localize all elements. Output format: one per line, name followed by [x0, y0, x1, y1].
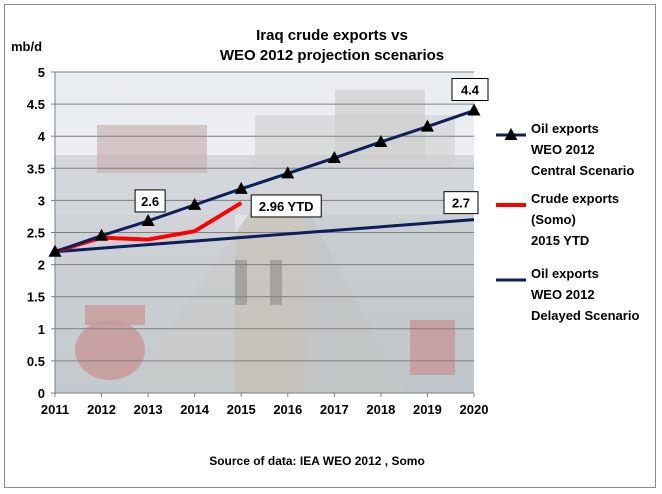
- legend: Oil exports WEO 2012 Central Scenario Crude…: [496, 121, 639, 323]
- x-axis: 2011 2012 2013 2014 2015 2016 2017 2018 2019 2020: [41, 392, 489, 417]
- legend-label: Crude exports: [531, 191, 619, 206]
- legend-label: (Somo): [531, 212, 576, 227]
- x-tick-label: 2016: [273, 402, 302, 417]
- data-point-marker: [281, 166, 295, 179]
- annotation-label: 4.4: [461, 83, 480, 98]
- data-point-marker: [141, 213, 155, 226]
- data-point-marker: [234, 181, 248, 194]
- x-tick-label: 2011: [41, 402, 69, 417]
- y-tick-label: 2: [38, 258, 45, 273]
- series-layer: [48, 103, 481, 257]
- legend-label: Oil exports: [531, 121, 599, 136]
- y-tick-label: 3: [38, 193, 45, 208]
- data-point-marker: [327, 151, 341, 164]
- annotation-box: [443, 191, 479, 215]
- y-tick-label: 0.5: [27, 354, 45, 369]
- annotation-box: [451, 78, 489, 102]
- legend-label: Central Scenario: [531, 163, 634, 178]
- legend-label: Oil exports: [531, 266, 599, 281]
- annotation-label: 2.7: [452, 196, 470, 211]
- legend-marker: [504, 128, 518, 140]
- y-tick-label: 2.5: [27, 226, 45, 241]
- x-tick-label: 2020: [460, 402, 489, 417]
- data-point-marker: [467, 103, 481, 116]
- x-tick-label: 2014: [180, 402, 210, 417]
- x-tick-label: 2018: [366, 402, 395, 417]
- legend-label: WEO 2012: [531, 142, 595, 157]
- x-tick-label: 2019: [413, 402, 442, 417]
- series-line-1: [54, 109, 475, 254]
- x-tick-label: 2017: [320, 402, 349, 417]
- y-tick-label: 1.5: [27, 290, 45, 305]
- x-tick-label: 2015: [227, 402, 256, 417]
- chart-frame: 0 0.5 1 1.5 2 2.5 3 3.5 4 4.5 5 2011 2012 2013 2014 20…: [4, 4, 656, 488]
- data-point-marker: [420, 119, 434, 132]
- chart-title-line2: WEO 2012 projection scenarios: [220, 47, 444, 64]
- legend-label: 2015 YTD: [531, 233, 589, 248]
- x-tick-label: 2012: [87, 402, 116, 417]
- annotation-label: 2.6: [141, 194, 159, 209]
- y-axis-label: mb/d: [11, 39, 42, 54]
- chart: 00.511.522.533.544.55 2011 2012 2013 2014 20…: [11, 27, 639, 468]
- y-tick-label: 4.5: [27, 97, 45, 112]
- annotation-box: [250, 194, 322, 218]
- data-point-marker: [95, 228, 109, 241]
- y-tick-label: 5: [38, 65, 45, 80]
- annotation-label: 2.96 YTD: [259, 199, 314, 214]
- legend-label: Delayed Scenario: [531, 308, 639, 323]
- x-tick-label: 2013: [134, 402, 163, 417]
- y-axis: 0 0.5 1 1.5 2 2.5 3 3.5 4 4.5 5: [27, 65, 56, 401]
- data-point-marker: [48, 244, 62, 257]
- data-point-marker: [374, 134, 388, 147]
- y-tick-label: 3.5: [27, 161, 45, 176]
- y-tick-label: 1: [38, 322, 45, 337]
- y-tick-label: 0: [38, 386, 45, 401]
- y-tick-label: 4: [38, 129, 46, 144]
- source-note: Source of data: IEA WEO 2012 , Somo: [209, 454, 425, 468]
- background-photo: [55, 72, 474, 393]
- legend-label: WEO 2012: [531, 287, 595, 302]
- annotations: 4.4 2.6 2.96 YTD 2.7: [134, 78, 489, 218]
- chart-title-line1: Iraq crude exports vs: [256, 27, 408, 44]
- series-line-3: [54, 218, 475, 254]
- annotation-box: [134, 189, 166, 213]
- data-point-marker: [188, 197, 202, 210]
